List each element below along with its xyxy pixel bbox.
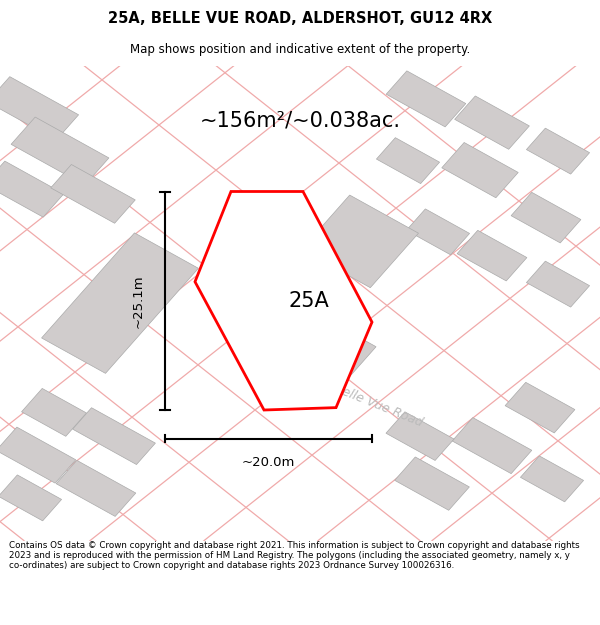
Polygon shape (442, 142, 518, 198)
Polygon shape (41, 233, 199, 373)
Polygon shape (0, 427, 76, 483)
Text: ~156m²/~0.038ac.: ~156m²/~0.038ac. (199, 110, 401, 130)
Polygon shape (386, 412, 454, 461)
Polygon shape (0, 475, 62, 521)
Text: ~20.0m: ~20.0m (242, 456, 295, 469)
Polygon shape (520, 456, 584, 502)
Polygon shape (511, 192, 581, 243)
Text: 25A, BELLE VUE ROAD, ALDERSHOT, GU12 4RX: 25A, BELLE VUE ROAD, ALDERSHOT, GU12 4RX (108, 11, 492, 26)
Polygon shape (526, 128, 590, 174)
Polygon shape (386, 71, 466, 127)
Polygon shape (73, 408, 155, 464)
Polygon shape (457, 231, 527, 281)
Polygon shape (395, 457, 469, 510)
Polygon shape (406, 209, 470, 255)
Polygon shape (56, 461, 136, 516)
Polygon shape (526, 261, 590, 307)
Text: Belle Vue Road: Belle Vue Road (332, 381, 424, 429)
Polygon shape (195, 191, 372, 410)
Polygon shape (376, 138, 440, 184)
Polygon shape (51, 164, 135, 223)
Text: Map shows position and indicative extent of the property.: Map shows position and indicative extent… (130, 42, 470, 56)
Polygon shape (11, 117, 109, 185)
Polygon shape (22, 389, 86, 436)
Text: Contains OS data © Crown copyright and database right 2021. This information is : Contains OS data © Crown copyright and d… (9, 541, 580, 571)
Polygon shape (452, 418, 532, 474)
Polygon shape (505, 382, 575, 433)
Polygon shape (302, 195, 418, 288)
Text: ~25.1m: ~25.1m (131, 274, 145, 328)
Polygon shape (0, 77, 79, 140)
Polygon shape (296, 319, 376, 382)
Polygon shape (0, 161, 64, 217)
Polygon shape (455, 96, 529, 149)
Text: 25A: 25A (289, 291, 329, 311)
